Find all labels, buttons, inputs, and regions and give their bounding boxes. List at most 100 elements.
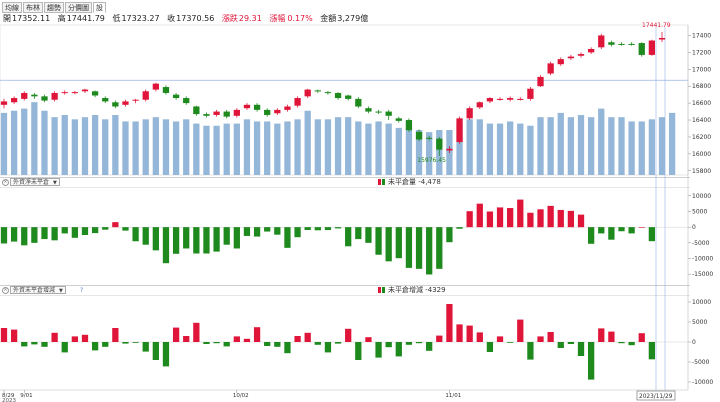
volume-bar — [223, 123, 230, 175]
price-y-tick: 15800 — [692, 168, 711, 175]
volume-bar — [365, 123, 372, 175]
foreign-oi-bar — [81, 227, 89, 235]
tab-volume-profile[interactable]: 分價圖 — [65, 2, 92, 13]
volume-bar — [0, 112, 8, 175]
volume-bar — [507, 121, 514, 175]
candle-body — [527, 88, 534, 99]
tab-settings[interactable]: 設 — [93, 2, 106, 13]
foreign-oi-bar — [476, 203, 483, 228]
oi-change-bar — [233, 336, 240, 342]
period-low-label: 15976.45 — [417, 157, 446, 164]
x-axis-date-label: 8/29 — [2, 393, 15, 399]
oi-change-bar — [557, 342, 564, 348]
foreign-oi-bar — [436, 227, 443, 269]
candle-body — [496, 98, 504, 100]
oi-change-bar — [294, 336, 301, 342]
oi-change-selector[interactable]: 外資未平倉增減 ▼ — [10, 286, 66, 294]
panel-settings-icon[interactable]: × — [2, 287, 9, 294]
candle-body — [132, 99, 139, 101]
candle-body — [284, 106, 291, 110]
oi-change-bar — [253, 327, 261, 342]
volume-bar — [567, 117, 575, 175]
volume-bar — [476, 119, 483, 175]
candle-body — [264, 109, 271, 115]
volume-bar — [557, 112, 564, 175]
volume-bar — [71, 119, 78, 175]
foreign-oi-bar — [284, 227, 291, 248]
foreign-oi-bar — [375, 227, 382, 255]
volume-bar — [486, 123, 494, 175]
oi-change-bar — [193, 322, 200, 342]
close-value: 17370.56 — [176, 14, 215, 23]
oi-change-bar — [61, 342, 68, 353]
oi-change-bar — [507, 342, 514, 343]
volume-bar — [21, 108, 28, 175]
volume-bar — [527, 125, 534, 175]
candle-body — [10, 98, 18, 103]
volume-bar — [466, 119, 473, 175]
candle-body — [314, 90, 321, 92]
foreign-oi-bar — [577, 214, 585, 228]
help-icon[interactable]: ? — [80, 287, 84, 294]
foreign-oi-bar — [314, 227, 321, 231]
oi-change-legend-text: 未平倉增減 -4329 — [388, 286, 446, 294]
volume-bar — [395, 127, 402, 175]
pct-value: 0.17% — [287, 14, 313, 23]
candle-body — [112, 102, 119, 107]
volume-bar — [415, 130, 423, 175]
candle-body — [355, 98, 362, 107]
oi-change-bar — [405, 342, 413, 345]
candle-body — [183, 98, 190, 104]
foreign-oi-bar — [132, 227, 139, 242]
candle-body — [415, 131, 423, 140]
volume-bar — [618, 117, 625, 175]
panel-settings-icon[interactable]: × — [2, 179, 9, 186]
tab-trend[interactable]: 趨勢 — [44, 2, 64, 13]
foreign-oi-bar — [294, 227, 301, 238]
foreign-oi-selector-label: 外資淨未平倉 — [13, 179, 50, 186]
candle-body — [193, 106, 200, 115]
quote-bar: 開17352.11 高17441.79 低17323.27 收17370.56 … — [3, 14, 373, 24]
oi-change-bar — [334, 342, 342, 344]
volume-bar — [436, 130, 443, 175]
volume-bar — [547, 117, 554, 175]
tab-bollinger[interactable]: 布林 — [23, 2, 43, 13]
candle-body — [426, 137, 433, 139]
oi-change-y-tick: 5000 — [692, 319, 707, 326]
candle-body — [375, 111, 382, 113]
oi-change-bar — [112, 328, 119, 342]
volume-bar — [142, 119, 149, 175]
indicator-tabs: 均線 布林 趨勢 分價圖 設 — [2, 2, 106, 13]
period-high-label: 17441.79 — [642, 22, 671, 29]
oi-change-bar — [41, 342, 48, 347]
foreign-oi-bar — [648, 227, 656, 242]
foreign-oi-bar — [334, 227, 342, 229]
foreign-oi-bar — [598, 227, 605, 234]
foreign-oi-bar — [486, 211, 494, 228]
candle-body — [91, 91, 99, 96]
close-quote: 收17370.56 — [167, 14, 214, 23]
oi-change-bar — [345, 328, 352, 342]
candle-body — [274, 109, 281, 114]
foreign-oi-bar — [517, 199, 524, 228]
oi-change-bar — [567, 342, 575, 344]
foreign-oi-bar — [233, 227, 240, 249]
oi-change-panel-header: × 外資未平倉增減 ▼ ? 未平倉增減 -4329 — [0, 285, 690, 296]
legend-up-swatch — [378, 287, 381, 293]
candle-body — [324, 92, 332, 94]
volume-bar — [253, 121, 261, 175]
foreign-oi-selector[interactable]: 外資淨未平倉 ▼ — [10, 178, 60, 186]
foreign-oi-bar — [152, 227, 159, 251]
candle-body — [102, 98, 109, 102]
volume-bar — [426, 132, 433, 175]
legend-down-swatch — [382, 287, 385, 293]
tab-ma[interactable]: 均線 — [2, 2, 22, 13]
candle-body — [638, 43, 645, 55]
open-value: 17352.11 — [12, 14, 51, 23]
candle-body — [648, 40, 656, 55]
oi-change-bar — [608, 331, 615, 342]
oi-change-bar — [426, 342, 433, 351]
candle-body — [162, 87, 170, 93]
volume-bar — [243, 119, 251, 175]
low-quote: 低17323.27 — [112, 14, 159, 23]
